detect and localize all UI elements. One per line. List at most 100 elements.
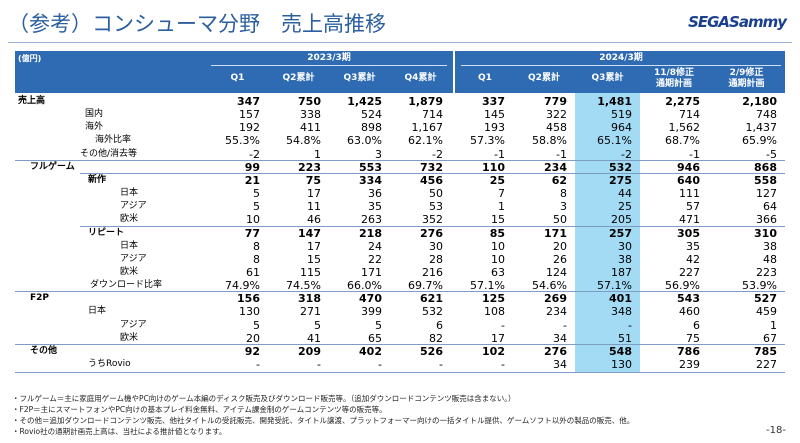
- cell: 366: [756, 213, 777, 227]
- header-band: [15, 51, 785, 93]
- cell: 11: [307, 200, 321, 214]
- row-label: 日本: [120, 240, 139, 251]
- cell: 6: [436, 318, 443, 332]
- cell: 53.9%: [742, 279, 777, 293]
- cell: 558: [754, 173, 777, 187]
- cell: 310: [754, 226, 777, 240]
- cell: 402: [359, 344, 382, 358]
- cell: 305: [677, 226, 700, 240]
- cell: 15: [491, 213, 505, 227]
- cell: 532: [422, 305, 443, 319]
- row-label: 欧米: [120, 332, 139, 343]
- column-header: 11/8修正 通期計画: [653, 68, 695, 89]
- cell: -1: [556, 147, 567, 161]
- cell: 3: [560, 200, 567, 214]
- cell: 271: [300, 305, 321, 319]
- row-rule: [15, 159, 785, 161]
- cell: 2,180: [742, 95, 777, 108]
- cell: 347: [237, 95, 260, 108]
- cell: 227: [679, 265, 700, 279]
- cell: -: [563, 318, 567, 332]
- row-header: 新作: [88, 174, 107, 185]
- cell: 411: [300, 121, 321, 135]
- column-header: Q4累計: [404, 73, 437, 83]
- cell: 543: [677, 292, 700, 306]
- cell: 524: [361, 108, 382, 122]
- cell: 458: [546, 121, 567, 135]
- cell: 234: [544, 160, 567, 174]
- cell: 10: [491, 239, 505, 253]
- cell: 5: [253, 187, 260, 201]
- cell: 58.8%: [532, 134, 567, 148]
- column-header: Q3累計: [343, 73, 376, 83]
- cell: 145: [484, 108, 505, 122]
- row-header: フルゲーム: [30, 161, 75, 172]
- cell: 348: [611, 305, 632, 319]
- cell: 460: [679, 305, 700, 319]
- cell: 1,437: [745, 121, 778, 135]
- footnote: ・フルゲーム＝主に家庭用ゲーム機やPC向けのゲーム本編のディスク販売及びダウンロ…: [12, 394, 516, 403]
- cell: 34: [553, 358, 567, 371]
- row-label: アジア: [120, 319, 147, 330]
- row-label: 日本: [120, 188, 139, 199]
- cell: 526: [420, 344, 443, 358]
- cell: 5: [375, 318, 382, 332]
- cell: 193: [484, 121, 505, 135]
- column-header: Q3累計: [591, 73, 624, 83]
- cell: 61: [246, 265, 260, 279]
- cell: 50: [553, 213, 567, 227]
- cell: 275: [609, 173, 632, 187]
- cell: 8: [253, 239, 260, 253]
- cell: 57.1%: [470, 279, 505, 293]
- row-label: アジア: [120, 201, 147, 212]
- cell: 1,167: [411, 121, 444, 135]
- cell: -: [439, 358, 443, 371]
- cell: 1: [498, 200, 505, 214]
- cell: 20: [246, 331, 260, 345]
- cell: 785: [754, 344, 777, 358]
- cell: 92: [244, 344, 260, 358]
- footnote: ・その他＝追加ダウンロードコンテンツ販売、他社タイトルの受託販売、開発受託、タイ…: [12, 416, 635, 425]
- unit: (億円): [18, 54, 42, 63]
- logo: SEGASammy: [688, 13, 787, 31]
- cell: 77: [244, 226, 260, 240]
- cell: 471: [679, 213, 700, 227]
- cell: 156: [237, 292, 260, 306]
- cell: 337: [482, 95, 505, 108]
- table-bottom: [15, 372, 785, 374]
- cell: 2,275: [665, 95, 700, 108]
- row-rule: [15, 343, 785, 345]
- cell: 22: [368, 252, 382, 266]
- cell: 5: [314, 318, 321, 332]
- cell: 399: [361, 305, 382, 319]
- cell: -1: [494, 147, 505, 161]
- cell: 5: [253, 200, 260, 214]
- cell: 54.8%: [286, 134, 321, 148]
- cell: 1: [770, 318, 777, 332]
- cell: 964: [611, 121, 632, 135]
- cell: 171: [544, 226, 567, 240]
- cell: 216: [422, 265, 443, 279]
- cell: 187: [611, 265, 632, 279]
- title-rule: [8, 42, 792, 43]
- highlight: [575, 93, 640, 373]
- row-label: アジア: [120, 253, 147, 264]
- footnote: ・Rovio社の通期計画売上高は、当社による推計値となります。: [12, 427, 227, 436]
- cell: 68.7%: [665, 134, 700, 148]
- cell: 17: [491, 331, 505, 345]
- cell: 51: [618, 331, 632, 345]
- cell: 1: [314, 147, 321, 161]
- row-label: 欧米: [120, 266, 139, 277]
- group-header: 2024/3期: [599, 53, 643, 63]
- cell: 48: [763, 252, 777, 266]
- cell: -: [501, 318, 505, 332]
- cell: 15: [307, 252, 321, 266]
- column-header: Q2累計: [528, 73, 560, 83]
- cell: 50: [429, 187, 443, 201]
- cell: 75: [686, 331, 700, 345]
- cell: 25: [489, 173, 505, 187]
- cell: 8: [560, 187, 567, 201]
- cell: 67: [763, 331, 777, 345]
- cell: 82: [429, 331, 443, 345]
